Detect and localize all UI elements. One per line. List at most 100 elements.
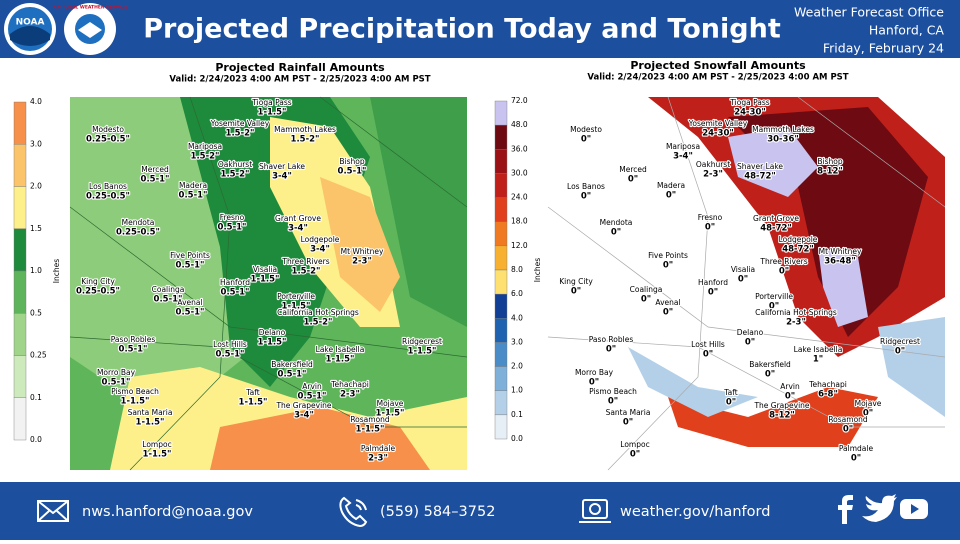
legend-tick-label: 1.0	[30, 266, 42, 275]
place-name: California Hot Springs	[277, 308, 359, 317]
place-name: Paso Robles	[589, 335, 634, 344]
legend-tick-label: 2.0	[30, 182, 42, 191]
place-amount: 0"	[628, 175, 638, 185]
title: Projected Precipitation Today and Tonigh…	[143, 14, 781, 45]
county-line	[797, 96, 946, 208]
phone-icon	[339, 496, 368, 528]
legend-swatch	[13, 270, 27, 314]
place-name: Rosamond	[350, 415, 390, 424]
place-amount: 0"	[769, 302, 779, 312]
place-amount: 2-3"	[352, 257, 372, 267]
place-name: Visalia	[253, 265, 277, 274]
place-name: The Grapevine	[753, 401, 809, 410]
legend-tick-label: 6.0	[511, 289, 523, 298]
terrain	[668, 387, 878, 447]
legend-swatch	[13, 355, 27, 398]
legend-tick-label: 0.1	[30, 393, 42, 402]
place-amount: 0"	[703, 350, 713, 360]
county-line	[69, 336, 467, 428]
legend-swatch	[494, 293, 508, 319]
legend-label: Inches	[533, 258, 542, 282]
place-amount: 0"	[581, 135, 591, 145]
facebook-icon	[838, 495, 853, 524]
twitter-icon	[862, 494, 897, 522]
place-amount: 1-1.5"	[251, 275, 280, 285]
place-amount: 1-1.5"	[376, 409, 405, 419]
legend-swatch	[13, 228, 27, 272]
legend-swatch	[13, 144, 27, 187]
place-name: Delano	[259, 328, 286, 337]
place-name: Tehachapi	[808, 380, 847, 389]
place-name: Mammoth Lakes	[752, 125, 814, 134]
place-name: Fresno	[698, 213, 723, 222]
place-name: Shaver Lake	[737, 162, 783, 171]
place-name: Visalia	[731, 265, 755, 274]
place-name: Delano	[737, 328, 764, 337]
website: weather.gov/hanford	[620, 504, 770, 520]
legend-tick-label: 4.0	[511, 313, 523, 322]
place-name: Mammoth Lakes	[274, 125, 336, 134]
legend-tick-label: 0.1	[511, 410, 523, 419]
map-title: Projected Rainfall Amounts	[215, 61, 385, 74]
place-amount: 0"	[726, 398, 736, 408]
place-name: Lost Hills	[691, 340, 725, 349]
place-name: Ridgecrest	[880, 337, 920, 346]
legend-tick-label: 30.0	[511, 168, 528, 177]
place-name: Bakersfield	[271, 360, 313, 369]
header-bar	[0, 0, 960, 58]
place-name: Modesto	[570, 125, 602, 134]
legend-swatch	[494, 318, 508, 343]
place-amount: 1.5-2"	[291, 135, 320, 145]
place-name: Grant Grove	[753, 214, 799, 223]
legend-tick-label: 0.0	[30, 435, 42, 444]
place-name: Tioga Pass	[729, 98, 769, 107]
place-amount: 0"	[785, 392, 795, 402]
place-name: The Grapevine	[275, 401, 331, 410]
place-amount: 0"	[738, 275, 748, 285]
terrain	[728, 127, 818, 197]
place-name: Mariposa	[188, 142, 222, 151]
place-name: Lost Hills	[213, 340, 247, 349]
place-amount: 48-72"	[782, 245, 814, 255]
place-amount: 1-1.5"	[408, 347, 437, 357]
place-amount: 0"	[863, 409, 873, 419]
place-amount: 0.5-1"	[154, 295, 183, 305]
place-amount: 1.5-2"	[292, 267, 321, 277]
place-amount: 3-4"	[294, 411, 314, 421]
place-name: Madera	[179, 181, 207, 190]
place-name: Shaver Lake	[259, 162, 305, 171]
legend-swatch	[13, 397, 27, 441]
place-amount: 0"	[765, 370, 775, 380]
noaa-logo: NOAA	[4, 3, 56, 55]
place-amount: 0.5-1"	[119, 345, 148, 355]
place-amount: 0.5-1"	[141, 175, 170, 185]
place-name: Pismo Beach	[111, 387, 159, 396]
place-name: Madera	[657, 181, 685, 190]
place-name: Tehachapi	[330, 380, 369, 389]
place-name: Bakersfield	[749, 360, 791, 369]
place-amount: 1-1.5"	[258, 108, 287, 118]
legend-tick-label: 0.5	[30, 308, 42, 317]
place-name: Yosemite Valley	[210, 119, 270, 128]
place-name: Hanford	[698, 278, 728, 287]
legend-swatch	[494, 173, 508, 198]
legend-label: Inches	[52, 259, 61, 283]
office-name: Weather Forecast Office	[794, 5, 944, 20]
place-amount: 36-48"	[824, 257, 856, 267]
place-name: Yosemite Valley	[688, 119, 748, 128]
email: nws.hanford@noaa.gov	[82, 504, 253, 520]
place-name: Mojave	[855, 399, 882, 408]
place-amount: 0.5-1"	[176, 261, 205, 271]
place-amount: 3-4"	[673, 152, 693, 162]
place-amount: 1.5-2"	[191, 152, 220, 162]
place-name: Tioga Pass	[251, 98, 291, 107]
place-name: Lake Isabella	[316, 345, 365, 354]
place-name: Santa Maria	[128, 408, 173, 417]
place-amount: 0.25-0.5"	[86, 135, 130, 145]
place-name: Santa Maria	[606, 408, 651, 417]
place-name: Modesto	[92, 125, 124, 134]
place-name: Los Banos	[89, 182, 127, 191]
place-amount: 1.5-2"	[221, 170, 250, 180]
